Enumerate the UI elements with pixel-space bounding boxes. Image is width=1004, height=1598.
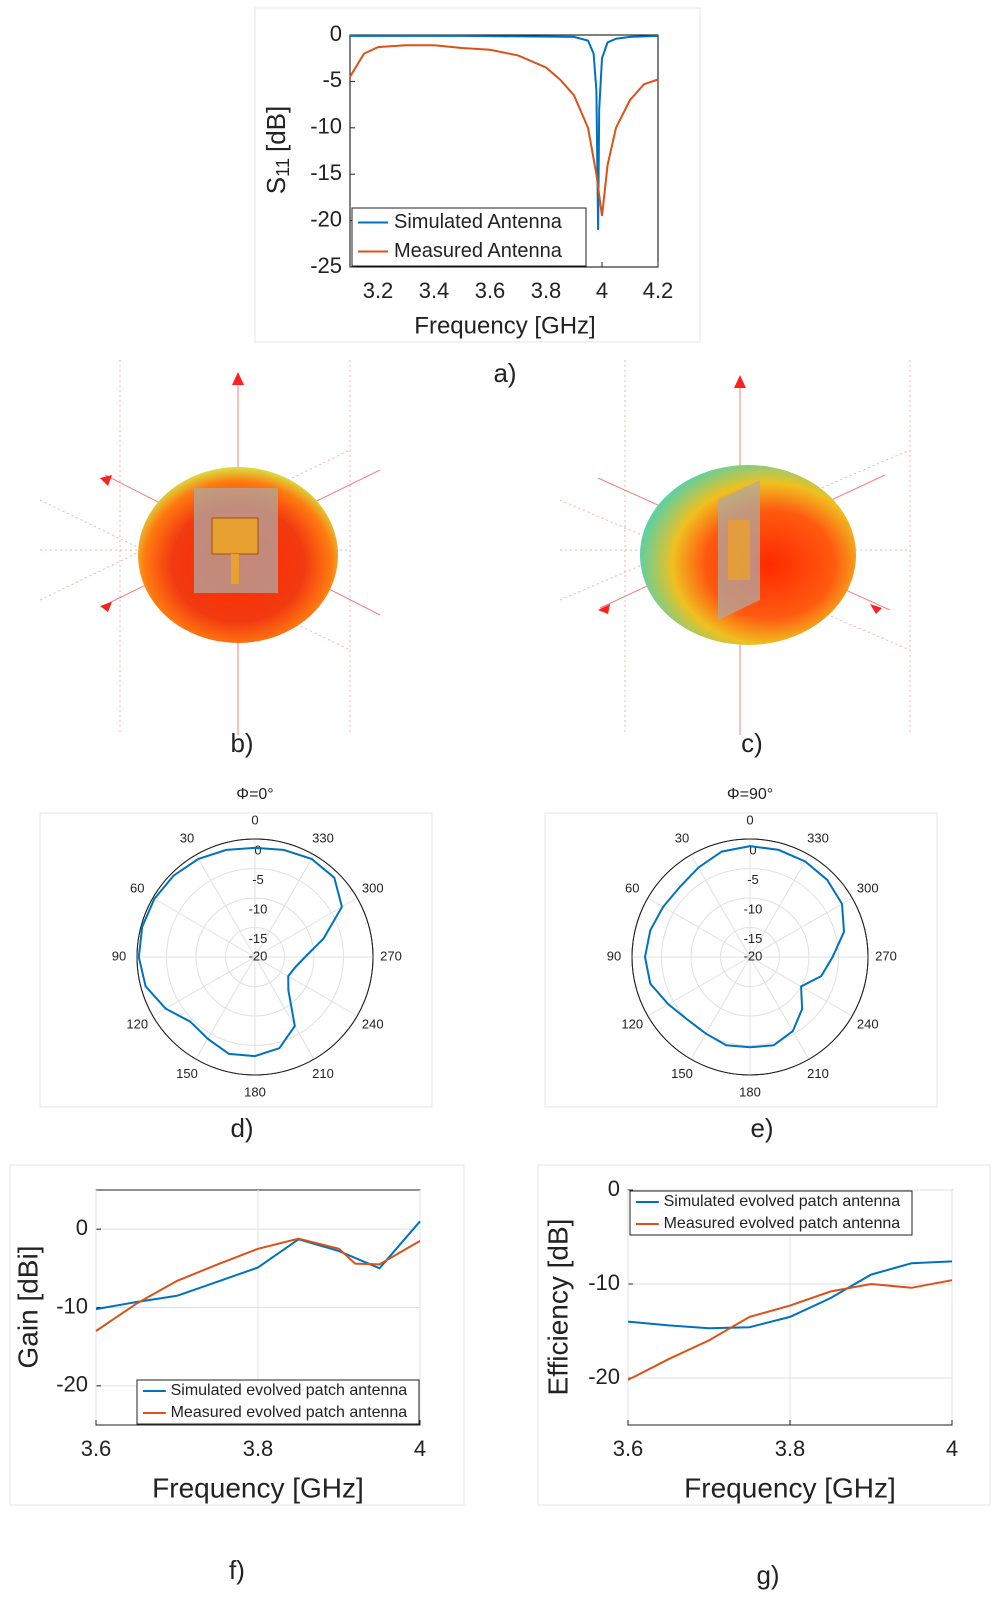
panel-label: g) [756,1560,779,1590]
x-axis-label: Frequency [GHz] [684,1472,896,1503]
theta-tick-label: 0 [251,812,258,827]
theta-tick-label: 270 [380,948,402,963]
theta-tick-label: 30 [180,831,194,846]
x-tick-label: 4.2 [643,278,674,303]
theta-tick-label: 0 [746,812,753,827]
panel-label: d) [230,1113,253,1143]
theta-tick-label: 90 [112,948,126,963]
theta-tick-label: 180 [244,1084,266,1099]
y-tick-label: -20 [56,1372,88,1397]
theta-tick-label: 60 [625,880,639,895]
y-tick-label: 0 [330,21,342,46]
y-axis-label: S11 [dB] [261,106,293,194]
theta-tick-label: 240 [857,1016,879,1031]
y-tick-label: -20 [310,206,342,231]
legend-label: Simulated evolved patch antenna [664,1193,901,1210]
r-tick-label: 0 [749,842,756,857]
x-tick-label: 4 [414,1436,426,1461]
legend-label: Simulated evolved patch antenna [171,1382,408,1399]
theta-tick-label: 120 [621,1016,643,1031]
y-axis-label-sub: 11 [273,158,293,177]
theta-tick-label: 120 [126,1016,148,1031]
theta-tick-label: 150 [176,1066,198,1081]
figure: b) c) 0 -5 -10 -15 -20 -25 3.2 3.4 3.6 3.8 4 4.2 Sim… [0,0,1004,1598]
panel-label: b) [230,728,253,758]
panel-label: f) [229,1555,245,1585]
theta-tick-label: 90 [607,948,621,963]
r-tick-label: -5 [252,872,264,887]
theta-tick-label: 300 [362,880,384,895]
chart-title: Φ=0° [236,786,273,803]
y-tick-label: -10 [56,1293,88,1318]
y-tick-label: 0 [608,1176,620,1201]
y-tick-label: -15 [310,160,342,185]
theta-tick-label: 300 [857,880,879,895]
theta-tick-label: 210 [312,1066,334,1081]
pattern-3d-b [40,360,380,735]
panel-label: c) [741,728,763,758]
pattern-3d-c [560,360,910,735]
r-tick-label: 0 [254,842,261,857]
y-tick-label: -25 [310,253,342,278]
theta-tick-label: 240 [362,1016,384,1031]
theta-tick-label: 270 [875,948,897,963]
theta-tick-label: 210 [807,1066,829,1081]
r-tick-label: -20 [249,948,268,963]
x-tick-label: 4 [596,278,608,303]
y-tick-label: -10 [310,114,342,139]
y-tick-label: 0 [76,1215,88,1240]
x-axis-label: Frequency [GHz] [152,1472,364,1503]
legend-label: Measured Antenna [394,240,563,262]
x-tick-label: 3.6 [613,1436,644,1461]
panel-label: e) [750,1113,773,1143]
r-tick-label: -15 [249,931,268,946]
theta-tick-label: 150 [671,1066,693,1081]
y-axis-label-main: S [261,177,291,194]
r-tick-label: -20 [744,948,763,963]
x-tick-label: 3.8 [531,278,562,303]
panel-label: a) [493,358,516,388]
y-tick-label: -5 [322,67,342,92]
y-axis-label: Efficiency [dB] [542,1219,573,1396]
r-tick-label: -5 [747,872,759,887]
y-axis-label-unit: [dB] [261,106,291,152]
y-tick-label: -10 [588,1270,620,1295]
r-tick-label: -10 [744,901,763,916]
x-tick-label: 4 [946,1436,958,1461]
theta-tick-label: 180 [739,1084,761,1099]
x-tick-label: 3.6 [81,1436,112,1461]
r-tick-label: -15 [744,931,763,946]
theta-tick-label: 330 [312,831,334,846]
x-tick-label: 3.4 [419,278,450,303]
chart-title: Φ=90° [727,786,773,803]
theta-tick-label: 30 [675,831,689,846]
legend-label: Measured evolved patch antenna [664,1215,901,1232]
y-tick-label: -20 [588,1364,620,1389]
legend-label: Simulated Antenna [394,211,563,233]
r-tick-label: -10 [249,901,268,916]
x-axis-label: Frequency [GHz] [414,312,595,339]
x-tick-label: 3.6 [475,278,506,303]
theta-tick-label: 330 [807,831,829,846]
y-axis-label: Gain [dBi] [12,1246,43,1369]
x-tick-label: 3.2 [363,278,394,303]
x-tick-label: 3.8 [775,1436,806,1461]
theta-tick-label: 60 [130,880,144,895]
x-tick-label: 3.8 [243,1436,274,1461]
legend-label: Measured evolved patch antenna [171,1404,408,1421]
